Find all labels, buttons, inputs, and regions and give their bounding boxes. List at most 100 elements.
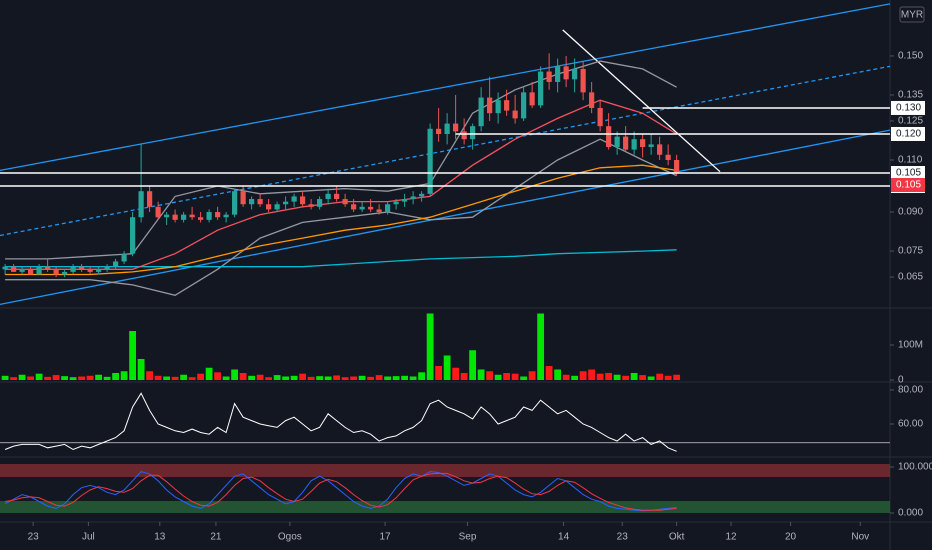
candle-body [674, 160, 680, 174]
candle-body [325, 193, 331, 200]
volume-bar [112, 373, 120, 380]
candle-body [597, 107, 603, 127]
volume-bar [469, 350, 477, 380]
candle-body [436, 128, 442, 134]
volume-bar [605, 373, 613, 380]
volume-bar [596, 373, 604, 380]
currency-box[interactable] [899, 6, 925, 23]
candle-body [189, 214, 195, 218]
volume-bar [316, 376, 324, 380]
volume-bar [358, 375, 366, 380]
volume-bar [197, 373, 205, 380]
candle-body [223, 214, 229, 218]
overlay-line [5, 164, 677, 276]
candle-body [198, 217, 204, 220]
candle-body [623, 136, 629, 150]
volume-bar [537, 313, 545, 380]
candle-body [487, 97, 493, 114]
volume-bar [154, 375, 162, 380]
candle-body [555, 66, 561, 82]
candle-body [206, 212, 212, 220]
candle-body [104, 266, 110, 270]
overbought-band [0, 464, 890, 477]
volume-bar [1, 375, 9, 380]
volume-bar [248, 375, 256, 380]
candle-body [266, 204, 272, 210]
level-label: 0.105 [896, 168, 921, 179]
y-tick-label: 60.00 [898, 419, 923, 430]
volume-bar [673, 374, 681, 380]
candle-body [648, 144, 654, 147]
candle-body [359, 206, 365, 210]
candle-body [478, 97, 484, 127]
y-tick-label: 0.075 [898, 246, 923, 257]
volume-bar [656, 373, 664, 380]
stoch-d-line [5, 472, 677, 511]
volume-bar [214, 372, 222, 380]
x-tick-label: Sep [459, 532, 477, 543]
volume-bar [375, 375, 383, 380]
volume-bar [282, 376, 290, 380]
volume-bar [562, 374, 570, 380]
y-tick-label: 0.135 [898, 90, 923, 101]
overlay-line [5, 249, 677, 268]
candle-body [342, 199, 348, 205]
candle-body [240, 191, 246, 205]
candle-body [308, 204, 314, 207]
level-label-box [891, 166, 925, 181]
y-tick-label: 0.000 [898, 508, 923, 519]
x-tick-label: 14 [558, 532, 570, 543]
candle-body [410, 196, 416, 200]
candle-body [317, 199, 323, 207]
candle-body [87, 269, 93, 272]
candle-body [351, 204, 357, 210]
candle-body [2, 266, 8, 270]
volume-bar [35, 373, 43, 380]
candle-body [36, 266, 42, 275]
candle-body [606, 126, 612, 147]
volume-bar [401, 375, 409, 380]
volume-bar [511, 373, 519, 380]
volume-bar [78, 376, 86, 380]
volume-bar [460, 373, 468, 380]
oversold-band [0, 501, 890, 513]
volume-bar [418, 372, 426, 380]
currency-label[interactable]: MYR [901, 10, 923, 21]
candle-body [19, 269, 25, 272]
x-tick-label: 23 [617, 532, 629, 543]
candle-body [215, 212, 221, 218]
volume-bar [324, 376, 332, 380]
stoch-k-line [4, 471, 677, 512]
volume-bar [443, 355, 451, 380]
volume-bar [664, 375, 672, 380]
y-tick-label: 100M [898, 340, 923, 351]
candle-body [113, 261, 119, 267]
candle-body [640, 139, 646, 147]
level-label-box [891, 100, 925, 115]
candle-body [249, 199, 255, 205]
candle-body [79, 266, 85, 270]
rsi-line [4, 392, 677, 452]
volume-bar [503, 373, 511, 380]
y-tick-label: 0.125 [898, 116, 923, 127]
candle-body [291, 196, 297, 202]
overlay-line [0, 65, 890, 237]
candle-body [461, 131, 467, 140]
overlay-line [0, 129, 890, 306]
candle-body [181, 214, 187, 220]
x-tick-label: 23 [28, 532, 40, 543]
volume-bar [171, 376, 179, 380]
candle-body [62, 271, 68, 275]
x-tick-label: Jul [82, 532, 95, 543]
volume-bar [630, 373, 638, 380]
x-tick-label: 20 [785, 532, 797, 543]
level-label-box [891, 126, 925, 141]
candle-body [283, 201, 289, 205]
volume-bar [103, 376, 111, 380]
level-label: 0.130 [896, 103, 921, 114]
volume-bar [10, 377, 18, 380]
volume-bar [426, 313, 434, 380]
x-tick-label: 21 [210, 532, 222, 543]
volume-bar [44, 376, 52, 380]
